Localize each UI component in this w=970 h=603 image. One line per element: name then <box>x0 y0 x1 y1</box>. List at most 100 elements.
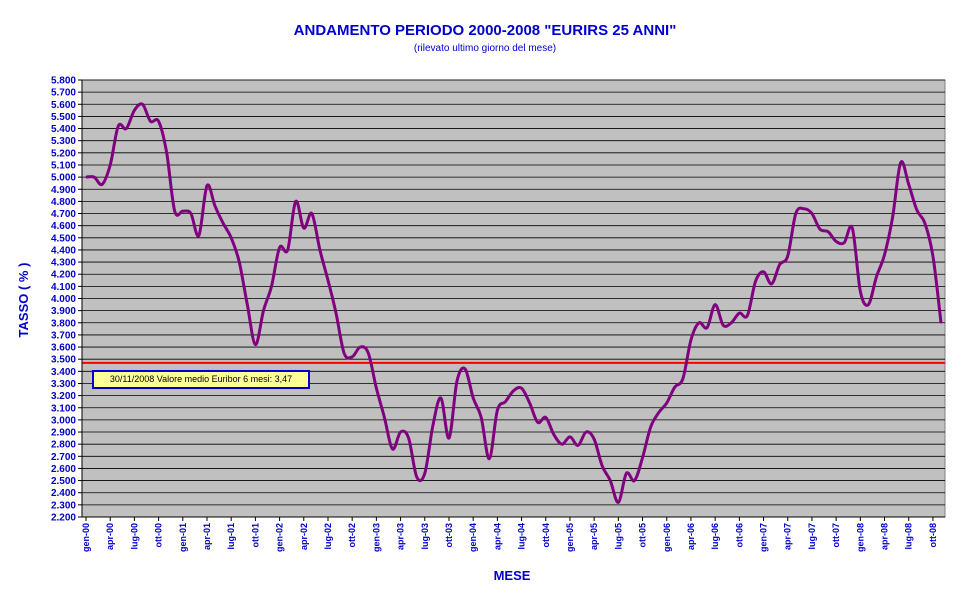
y-tick-label: 4.800 <box>51 197 76 208</box>
data-point <box>456 380 458 382</box>
y-tick-label: 3.700 <box>51 330 76 341</box>
data-point <box>528 402 531 404</box>
data-point <box>214 205 216 207</box>
x-tick-label: gen-06 <box>662 523 672 552</box>
data-point <box>351 356 354 358</box>
data-point <box>553 433 555 436</box>
data-point <box>899 161 902 164</box>
x-tick-label: ott-00 <box>154 523 164 548</box>
x-tick-label: gen-01 <box>178 523 188 552</box>
euribor-annotation: 30/11/2008 Valore medio Euribor 6 mesi: … <box>92 370 310 389</box>
data-point <box>504 400 507 403</box>
y-tick-label: 5.800 <box>51 76 76 87</box>
x-tick-label: ott-05 <box>638 523 648 548</box>
y-tick-label: 3.900 <box>51 306 76 317</box>
data-point <box>182 210 184 212</box>
data-point <box>722 324 724 327</box>
data-point <box>835 240 837 243</box>
data-point <box>754 280 757 283</box>
data-point <box>85 176 87 178</box>
data-point <box>649 426 652 429</box>
data-point <box>512 390 515 392</box>
x-tick-label: apr-00 <box>105 523 115 550</box>
x-tick-label: gen-04 <box>468 523 478 552</box>
data-point <box>625 472 628 475</box>
data-point <box>617 501 620 504</box>
data-point <box>407 437 410 439</box>
y-tick-label: 4.500 <box>51 233 76 244</box>
data-point <box>545 416 547 419</box>
x-tick-label: apr-05 <box>589 523 599 550</box>
data-point <box>480 416 483 419</box>
y-tick-label: 3.400 <box>51 367 76 378</box>
data-point <box>819 228 821 231</box>
data-point <box>109 164 111 166</box>
data-point <box>585 431 587 433</box>
data-point <box>657 411 660 414</box>
data-point <box>488 457 491 460</box>
data-point <box>311 212 313 215</box>
y-tick-label: 2.400 <box>51 488 76 499</box>
y-tick-label: 4.900 <box>51 185 76 196</box>
data-point <box>399 431 402 433</box>
x-tick-label: gen-08 <box>855 523 865 552</box>
data-point <box>190 212 192 215</box>
y-tick-label: 4.300 <box>51 258 76 269</box>
data-point <box>294 200 297 203</box>
data-point <box>762 271 765 273</box>
data-point <box>335 312 337 314</box>
x-tick-label: apr-03 <box>396 523 406 550</box>
data-point <box>424 472 426 475</box>
data-point <box>141 103 144 106</box>
data-point <box>690 339 692 341</box>
data-point <box>859 290 862 293</box>
data-point <box>851 227 854 229</box>
y-tick-label: 4.200 <box>51 270 76 281</box>
y-axis-ticks: 5.8005.7005.6005.5005.4005.3005.2005.100… <box>51 76 76 524</box>
y-tick-label: 4.100 <box>51 282 76 293</box>
data-point <box>875 275 878 278</box>
x-tick-label: gen-05 <box>565 523 575 552</box>
data-point <box>641 456 644 459</box>
data-point <box>93 176 95 178</box>
y-tick-label: 4.400 <box>51 245 76 256</box>
data-point <box>738 312 741 314</box>
data-point <box>222 222 224 224</box>
x-tick-label: ott-03 <box>444 523 454 548</box>
data-point <box>125 127 128 130</box>
y-tick-label: 2.600 <box>51 464 76 475</box>
data-point <box>464 368 466 370</box>
data-point <box>795 212 797 215</box>
y-tick-label: 3.800 <box>51 318 76 329</box>
x-tick-label: lug-01 <box>226 523 236 550</box>
x-tick-label: lug-02 <box>323 523 333 550</box>
data-point <box>327 279 329 282</box>
data-point <box>157 120 160 123</box>
data-point <box>916 209 918 211</box>
data-point <box>359 346 362 348</box>
chart-subtitle: (rilevato ultimo giorno del mese) <box>413 43 557 54</box>
data-point <box>383 416 386 419</box>
data-point <box>343 352 345 354</box>
data-point <box>601 465 603 467</box>
data-point <box>883 254 886 256</box>
y-tick-label: 3.300 <box>51 379 76 390</box>
data-point <box>303 227 305 229</box>
chart-title: ANDAMENTO PERIODO 2000-2008 "EURIRS 25 A… <box>293 22 677 39</box>
x-tick-label: apr-06 <box>686 523 696 550</box>
data-point <box>149 120 152 123</box>
data-point <box>319 249 321 251</box>
data-point <box>262 309 265 312</box>
data-point <box>198 234 200 237</box>
data-point <box>101 183 103 186</box>
data-point <box>803 207 805 210</box>
x-tick-label: ott-01 <box>250 523 260 548</box>
x-tick-label: apr-04 <box>492 523 502 550</box>
x-tick-label: lug-05 <box>613 523 623 550</box>
x-tick-label: lug-06 <box>710 523 720 550</box>
data-point <box>746 314 749 317</box>
data-point <box>778 263 781 266</box>
data-point <box>577 444 579 447</box>
x-tick-label: gen-02 <box>275 523 285 552</box>
